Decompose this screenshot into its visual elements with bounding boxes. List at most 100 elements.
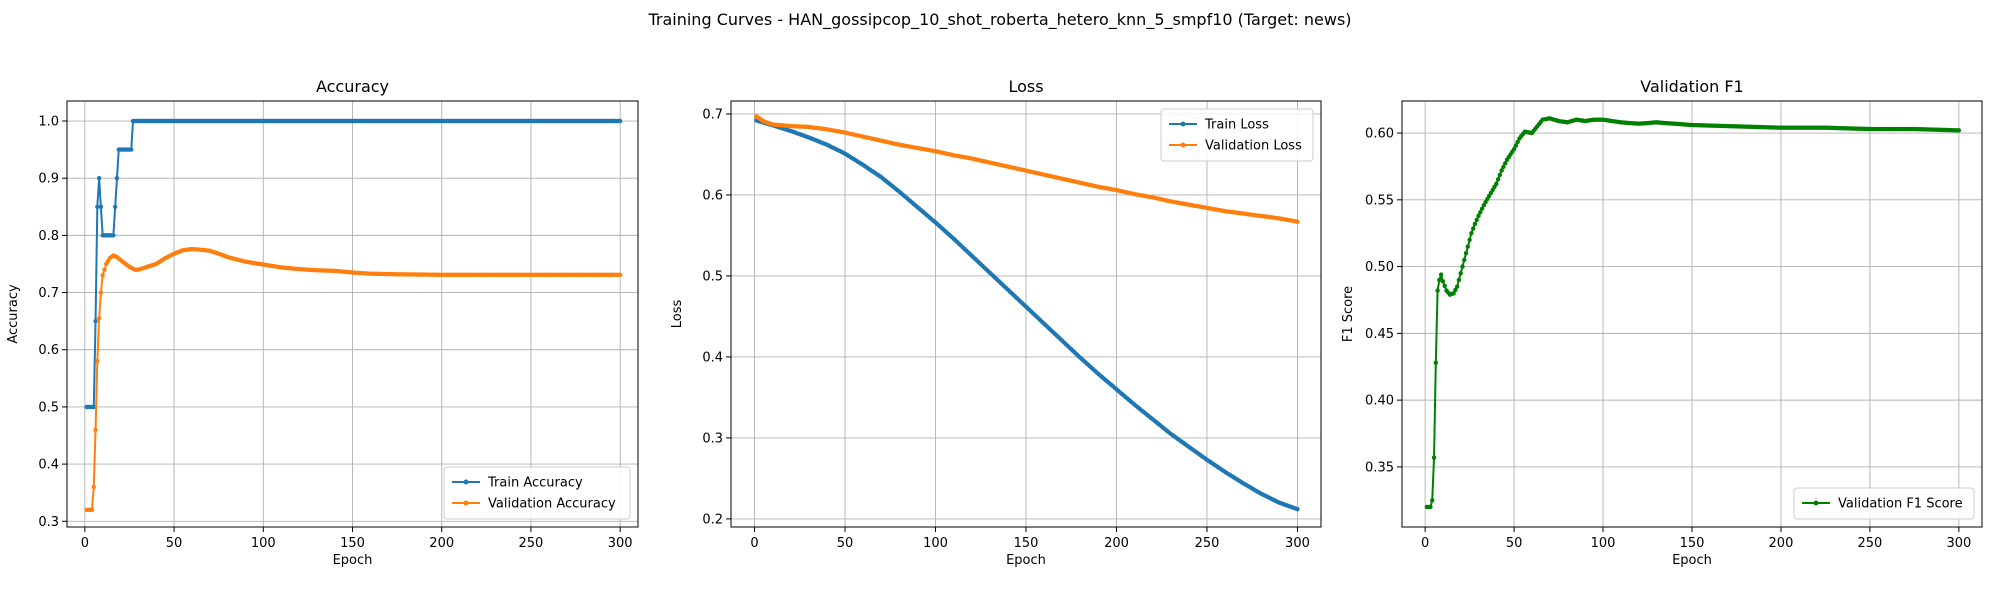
legend: Validation F1 Score [1793, 487, 1975, 520]
data-point [1435, 288, 1440, 293]
data-point [1463, 251, 1469, 256]
x-tick-label: 0 [1421, 536, 1429, 551]
data-point [96, 316, 102, 321]
data-point [111, 233, 116, 238]
data-point [1467, 237, 1472, 243]
data-point [100, 273, 105, 278]
x-tick-label: 250 [1858, 536, 1883, 551]
data-point [1502, 161, 1508, 166]
data-point [1462, 257, 1467, 263]
x-tick-label: 250 [519, 536, 544, 551]
y-axis-label: Loss [670, 300, 685, 329]
chart-panel-0: 0 50 100 150 200 250 300 0.3 0.4 0.5 0.6 0.7 0.8 0.9 1… [6, 77, 639, 568]
y-tick-label: 0.5 [38, 400, 59, 415]
legend-label: Validation Accuracy [488, 497, 616, 512]
data-point [1428, 504, 1433, 510]
data-point [91, 484, 96, 490]
legend: Train Loss Validation Loss [1160, 108, 1314, 162]
y-tick-label: 0.60 [1365, 127, 1394, 142]
y-tick-label: 0.40 [1365, 394, 1394, 409]
data-point [617, 272, 623, 278]
data-point [1476, 213, 1481, 219]
data-point [1460, 264, 1465, 269]
chart-panel-2: 0 50 100 150 200 250 300 0.35 0.40 0.45 0.50 0.55 0.… [1341, 77, 1983, 568]
series-line [86, 120, 621, 408]
series-line [756, 119, 1298, 511]
y-tick-label: 1.0 [38, 115, 59, 130]
y-tick-label: 0.45 [1365, 327, 1394, 342]
x-tick-label: 300 [1946, 536, 1971, 551]
y-axis-label: Accuracy [6, 284, 21, 344]
data-point [1454, 284, 1460, 289]
legend: Train Accuracy Validation Accuracy [443, 466, 631, 520]
data-point [1431, 455, 1437, 460]
series-train-loss [754, 118, 1300, 512]
data-point [1495, 177, 1501, 182]
x-tick-label: 150 [340, 536, 365, 551]
x-tick-label: 100 [251, 536, 276, 551]
data-point [98, 204, 104, 209]
y-axis-label: F1 Score [1341, 286, 1356, 342]
x-tick-label: 200 [1769, 536, 1794, 551]
data-point [89, 507, 95, 513]
legend-marker [1180, 142, 1186, 148]
data-point [1478, 210, 1483, 215]
x-tick-label: 0 [750, 536, 758, 551]
data-point [1511, 146, 1517, 152]
y-tick-label: 0.35 [1365, 460, 1394, 475]
data-point [102, 267, 107, 272]
legend-label: Train Accuracy [487, 476, 583, 491]
data-point [1469, 231, 1474, 236]
legend-marker [463, 479, 469, 485]
data-point [1456, 277, 1462, 283]
x-axis-label: Epoch [333, 553, 373, 568]
legend-box [1160, 108, 1314, 162]
y-tick-label: 0.4 [702, 350, 723, 365]
series-train-accuracy [84, 118, 623, 410]
legend-box [443, 466, 631, 520]
legend-label: Validation F1 Score [1838, 497, 1963, 512]
legend-marker [1180, 121, 1186, 127]
data-point [1295, 506, 1300, 512]
data-point [98, 290, 104, 295]
data-point [1494, 181, 1499, 186]
data-point [1501, 164, 1506, 170]
y-tick-label: 0.3 [702, 431, 723, 446]
y-tick-label: 0.7 [702, 107, 723, 122]
data-point [1451, 291, 1456, 296]
y-tick-label: 0.6 [38, 343, 59, 358]
data-point [129, 147, 134, 152]
data-point [112, 204, 118, 209]
chart-title: Validation F1 [1640, 77, 1743, 96]
x-tick-label: 200 [1104, 536, 1129, 551]
legend-box [1793, 487, 1975, 520]
y-tick-label: 0.6 [702, 188, 723, 203]
data-point [1515, 139, 1520, 145]
x-tick-label: 300 [608, 536, 633, 551]
legend-label: Validation Loss [1205, 139, 1302, 154]
x-tick-label: 50 [1506, 536, 1523, 551]
data-point [617, 118, 623, 124]
y-tick-label: 0.7 [38, 286, 59, 301]
y-tick-label: 0.55 [1365, 193, 1394, 208]
x-tick-label: 250 [1195, 536, 1220, 551]
chart-panel-1: 0 50 100 150 200 250 300 0.2 0.3 0.4 0.5 0.6 0.7 Loss… [670, 77, 1322, 568]
y-tick-label: 0.8 [38, 229, 59, 244]
data-point [1442, 283, 1447, 289]
data-point [1458, 271, 1463, 276]
series-line [1426, 117, 1959, 508]
x-tick-label: 0 [81, 536, 89, 551]
legend-label: Train Loss [1204, 118, 1269, 133]
data-point [1433, 360, 1439, 365]
data-point [1474, 217, 1479, 223]
data-point [1470, 226, 1476, 231]
y-tick-label: 0.50 [1365, 260, 1394, 275]
y-tick-label: 0.9 [38, 172, 59, 187]
x-tick-label: 100 [923, 536, 948, 551]
data-point [1472, 221, 1478, 227]
series-validation-accuracy [84, 246, 623, 513]
data-point [1437, 277, 1442, 283]
data-point [93, 318, 98, 324]
x-tick-label: 300 [1285, 536, 1310, 551]
